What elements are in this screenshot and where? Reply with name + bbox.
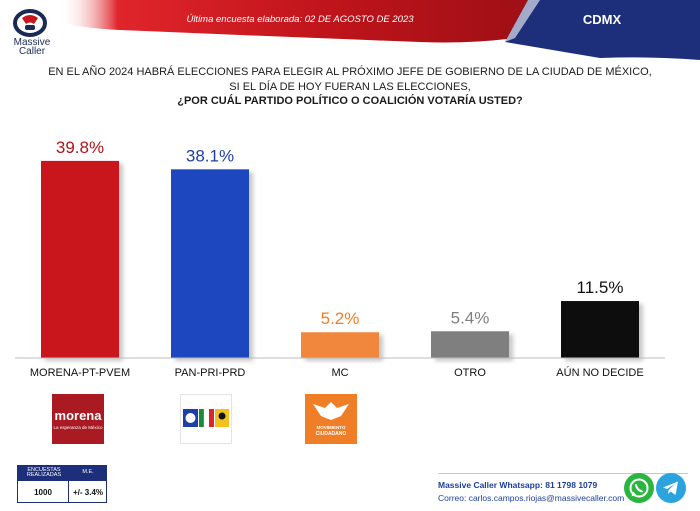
bar-otro [431,331,509,358]
margin-error-value: +/- 3.4% [72,488,103,497]
table-header-row [18,466,106,481]
question-line-3: ¿POR CUÁL PARTIDO POLÍTICO O COALICIÓN V… [177,95,523,107]
brand-line-2: Caller [18,46,46,57]
value-label-pan-pri-prd: 38.1% [186,146,234,165]
question-line-2: SI EL DÍA DE HOY FUERAN LAS ELECCIONES, [229,81,471,93]
morena-logo-word: morena [54,408,102,423]
bar-mc [301,332,379,358]
header-red-band [60,0,540,43]
header-surveys: ENCUESTAS REALIZADAS [26,467,62,478]
whatsapp-glyph-icon [629,478,649,498]
category-label-otro: OTRO [454,367,486,379]
brand-name: Massive Caller [4,37,60,57]
pan-pri-prd-logo [180,394,232,444]
bar-chart: 39.8% MORENA-PT-PVEM 38.1% PAN-PRI-PRD 5.2% M… [15,138,665,379]
whatsapp-contact: Massive Caller Whatsapp: 81 1798 1079 [438,480,598,490]
question-line-1: EN EL AÑO 2024 HABRÁ ELECCIONES PARA ELE… [48,66,652,78]
movimiento-ciudadano-logo: MOVIMIENTO CIUDADANO [305,394,357,444]
bar-pan-pri-prd [171,169,249,358]
whatsapp-icon[interactable] [624,473,654,503]
survey-date-subtitle: Última encuesta elaborada: 02 DE AGOSTO … [186,14,414,25]
header-navy-band [505,0,700,60]
region-label: CDMX [582,12,622,27]
category-label-pan-pri-prd: PAN-PRI-PRD [175,367,246,379]
value-label-mc: 5.2% [321,309,360,328]
value-label-aun-no-decide: 11.5% [577,278,624,297]
telegram-glyph-icon [663,481,678,495]
footer-divider [438,473,688,474]
bar-morena-pt-pvem [41,160,119,358]
table-divider [68,481,69,502]
brand-line-1: Massive [13,37,51,48]
email-contact: Correo: carlos.campos.riojas@massivecall… [438,493,625,503]
value-label-otro: 5.4% [451,308,490,327]
sample-size-table: ENCUESTAS REALIZADAS M.E. 1000 +/- 3.4% [17,465,107,503]
category-label-morena-pt-pvem: MORENA-PT-PVEM [30,367,130,379]
telegram-icon[interactable] [656,473,686,503]
eagle-icon [313,402,349,420]
coalition-logos-icon [183,408,229,428]
mc-logo-line-1: MOVIMIENTO [316,425,346,430]
mc-logo-line-2: CIUDADANO [315,431,347,437]
value-label-morena-pt-pvem: 39.8% [56,138,104,157]
morena-logo-tagline: La esperanza de México [53,425,103,430]
header-margin-error: M.E. [82,469,94,475]
category-label-aun-no-decide: AÚN NO DECIDE [556,366,643,379]
category-label-mc: MC [331,367,348,379]
bar-aun-no-decide [561,301,639,358]
massive-caller-logo-icon [13,9,47,37]
morena-logo: morena La esperanza de México [52,394,104,444]
surveys-value: 1000 [34,488,52,497]
header-band [60,0,700,60]
